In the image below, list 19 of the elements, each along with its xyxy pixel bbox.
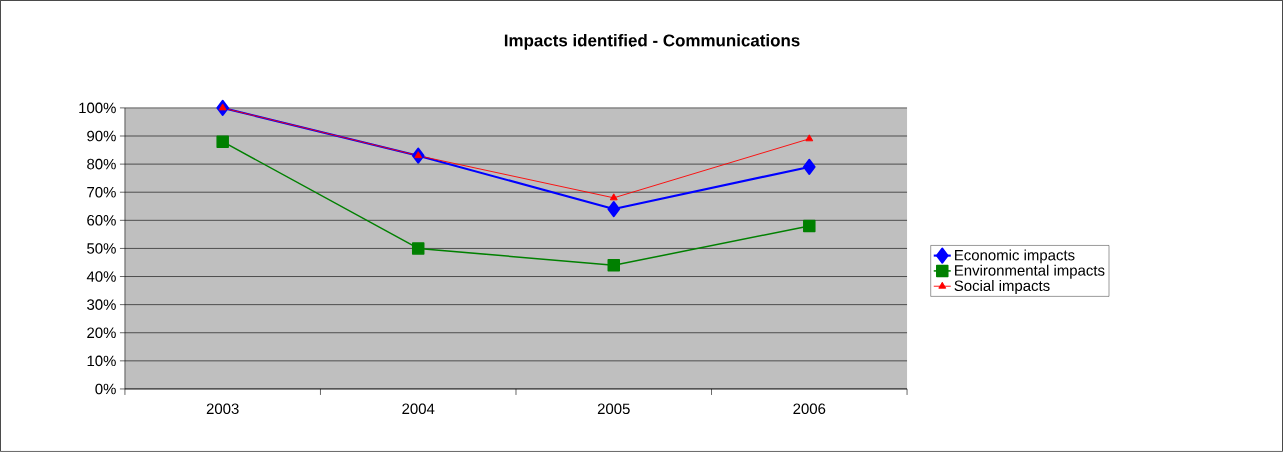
- y-tick-label: 80%: [87, 158, 116, 170]
- y-tick-label: 30%: [87, 299, 116, 310]
- y-tick-label: 100%: [79, 102, 116, 114]
- legend-label: Environmental impacts: [955, 264, 1105, 279]
- x-tick-label: 2006: [793, 403, 826, 415]
- x-tick-label: 2005: [597, 403, 630, 415]
- x-tick-label: 2004: [402, 403, 435, 415]
- y-tick-label: 50%: [87, 243, 116, 254]
- y-tick-label: 40%: [86, 271, 116, 282]
- chart-title: Impacts identified - Communications: [504, 34, 800, 50]
- y-tick-label: 10%: [87, 355, 116, 367]
- legend-label: Economic impacts: [955, 249, 1075, 264]
- legend-label: Social impacts: [954, 280, 1050, 295]
- x-tick-label: 2003: [206, 403, 239, 415]
- y-tick-label: 0%: [95, 383, 116, 395]
- y-tick-label: 70%: [87, 186, 116, 198]
- y-tick-label: 60%: [87, 215, 116, 226]
- y-tick-label: 20%: [87, 327, 116, 339]
- y-tick-label: 90%: [87, 130, 116, 142]
